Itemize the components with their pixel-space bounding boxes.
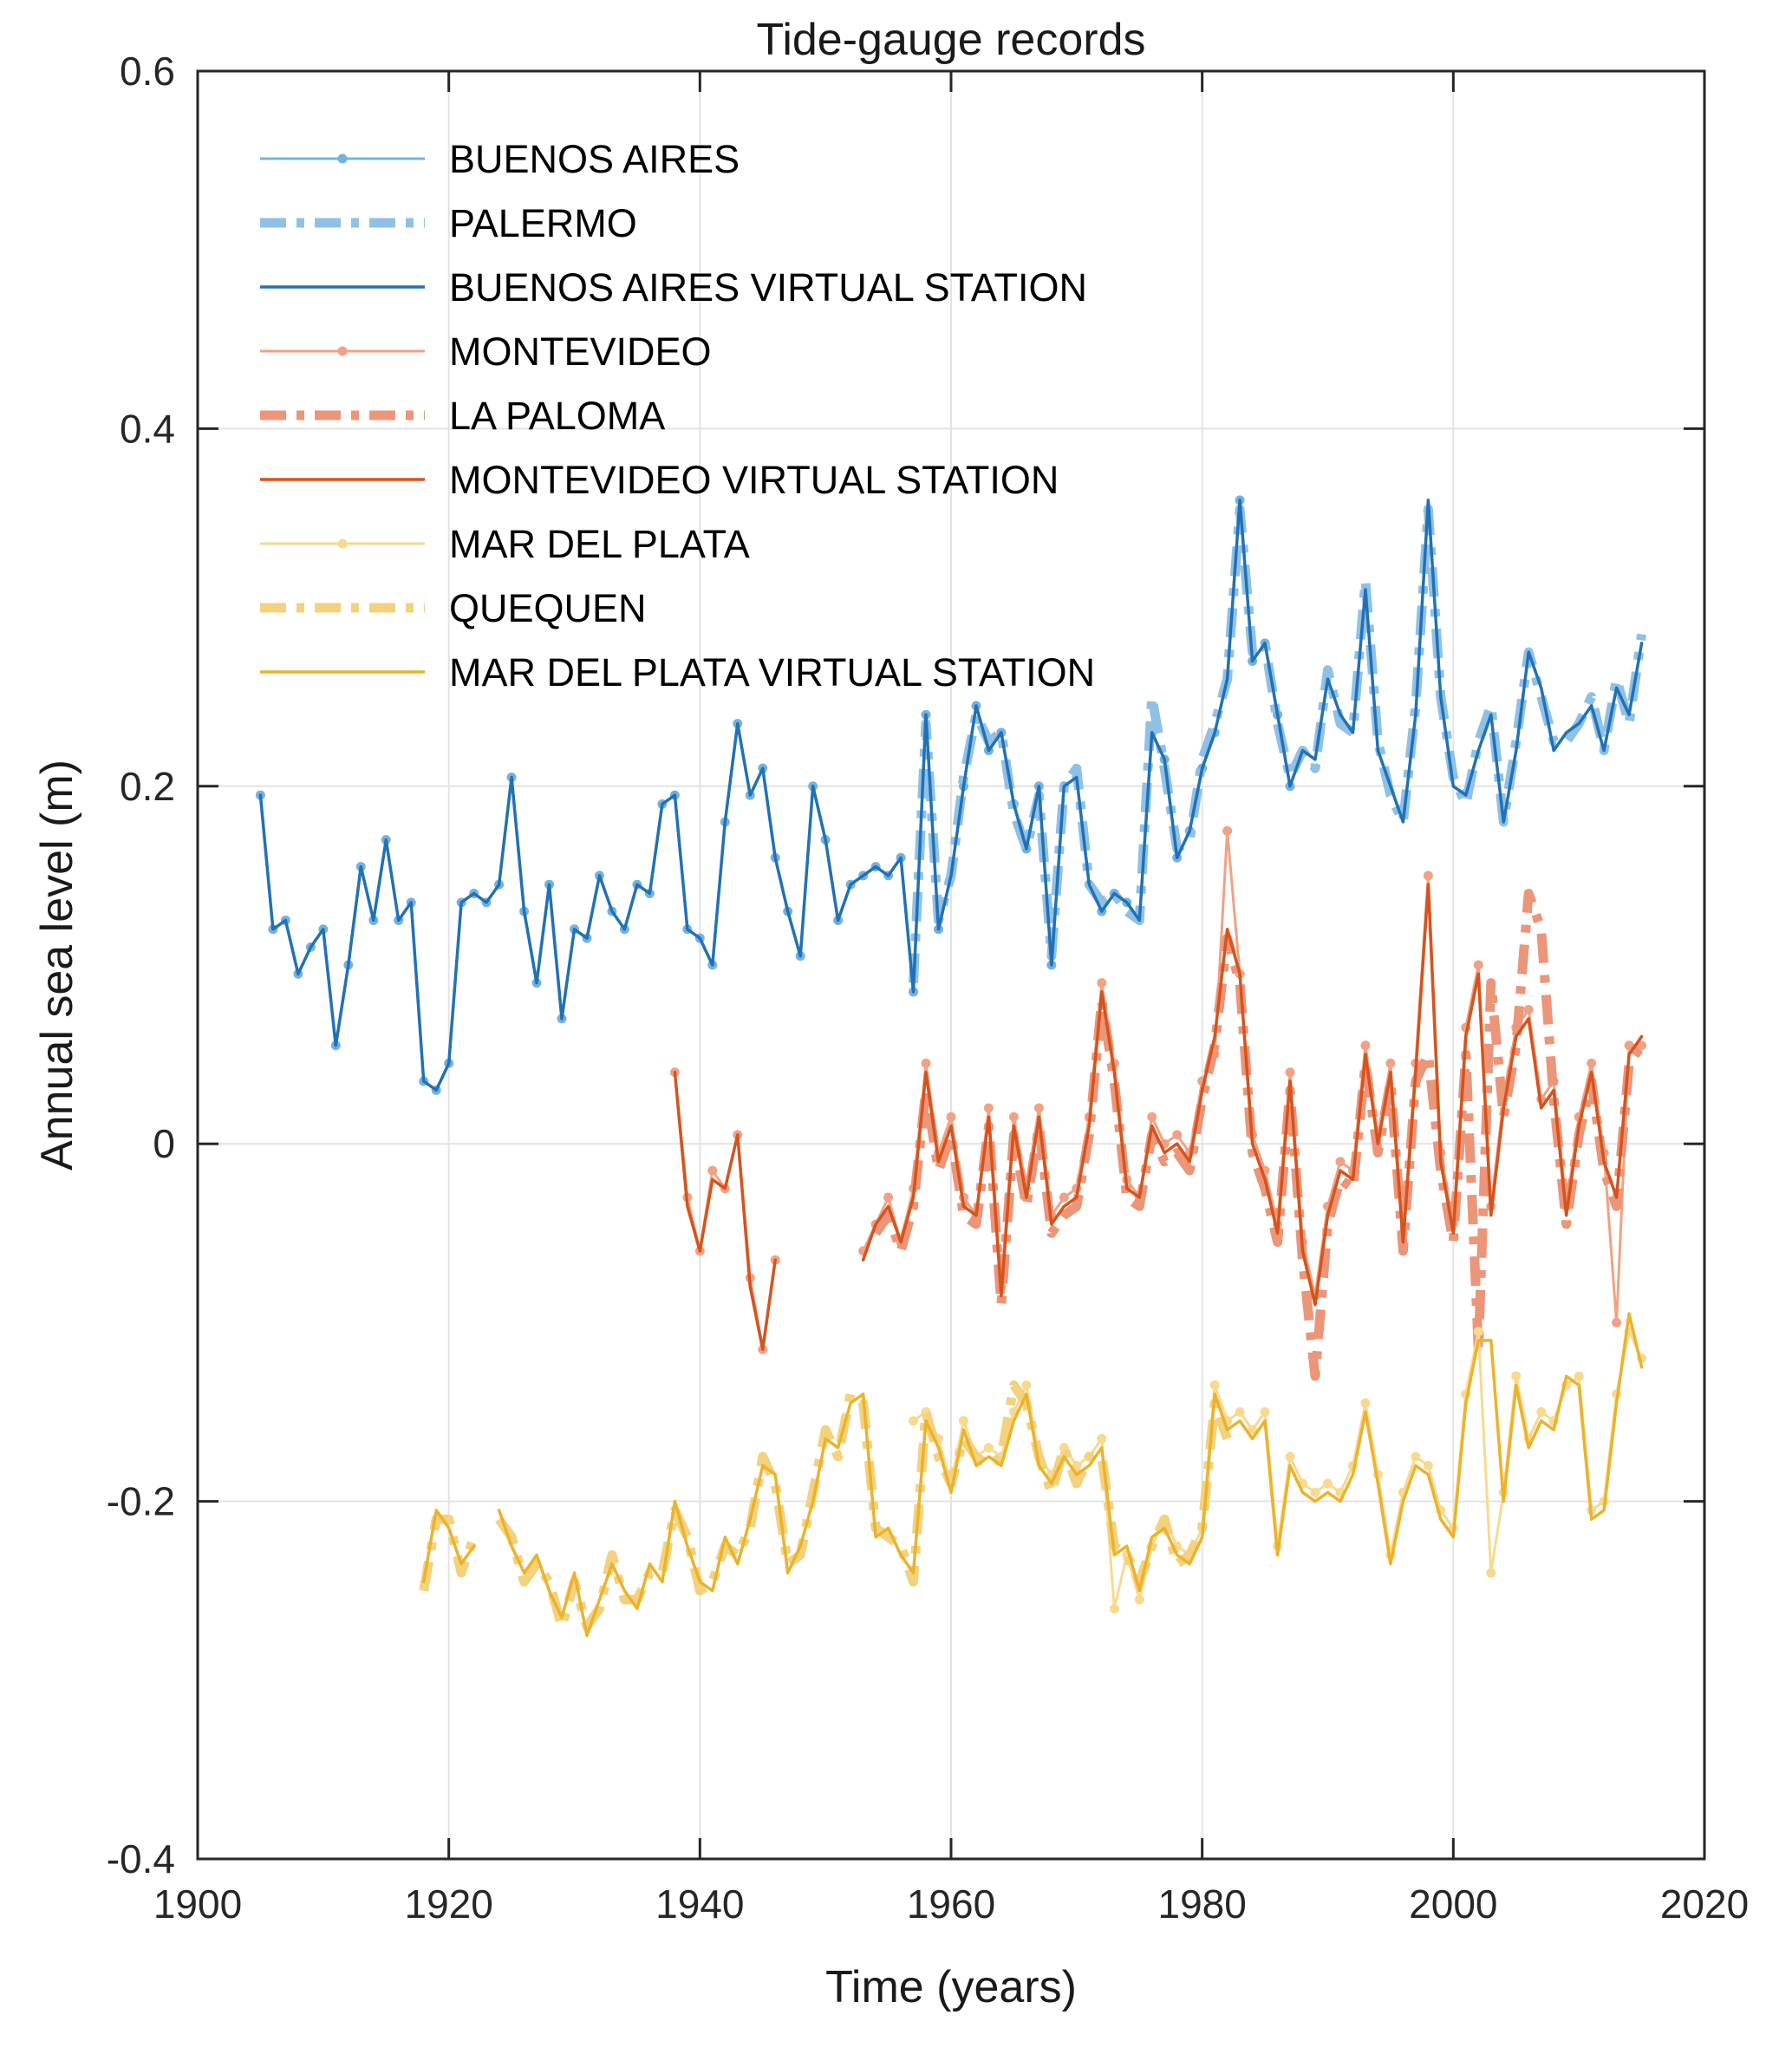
x-axis-label: Time (years) <box>825 1962 1077 2012</box>
legend-label-montevideo-virtual-station: MONTEVIDEO VIRTUAL STATION <box>449 458 1059 502</box>
series-mar-del-plata-virtual-station <box>421 1312 1644 1638</box>
legend-label-montevideo: MONTEVIDEO <box>449 329 712 374</box>
series-montevideo-virtual-station <box>673 883 1644 1352</box>
legend-label-mar-del-plata: MAR DEL PLATA <box>449 522 750 566</box>
legend-item-buenos-aires: BUENOS AIRES <box>260 137 740 181</box>
x-tick-label: 1960 <box>907 1881 995 1927</box>
y-tick-label: -0.4 <box>107 1836 175 1881</box>
montevideo-legend-marker <box>337 346 348 356</box>
legend-label-quequen: QUEQUEN <box>449 586 647 630</box>
series-buenos-aires <box>255 495 1295 1095</box>
legend: BUENOS AIRES PALERMO BUENOS AIRES VIRTUAL … <box>260 137 1095 694</box>
legend-item-la-paloma: LA PALOMA <box>260 394 665 438</box>
legend-item-quequen: QUEQUEN <box>260 586 647 630</box>
y-tick-labels: -0.4 -0.2 0 0.2 0.4 0.6 <box>107 49 175 1881</box>
legend-label-palermo: PALERMO <box>449 201 637 245</box>
buenos-aires-legend-marker <box>337 153 348 164</box>
legend-item-mar-del-plata: MAR DEL PLATA <box>260 522 750 566</box>
legend-item-mar-del-plata-virtual-station: MAR DEL PLATA VIRTUAL STATION <box>260 650 1095 694</box>
series-buenos-aires-virtual-station <box>258 499 1644 1092</box>
legend-label-buenos-aires-virtual-station: BUENOS AIRES VIRTUAL STATION <box>449 265 1087 310</box>
y-tick-label: 0.6 <box>120 49 175 94</box>
legend-label-mar-del-plata-virtual-station: MAR DEL PLATA VIRTUAL STATION <box>449 650 1095 694</box>
x-tick-label: 2020 <box>1660 1881 1749 1927</box>
series-mar-del-plata <box>909 1327 1647 1614</box>
x-tick-label: 2000 <box>1409 1881 1497 1927</box>
x-tick-label: 1920 <box>404 1881 492 1927</box>
y-axis-label: Annual sea level (m) <box>32 760 82 1170</box>
y-tick-label: -0.2 <box>107 1479 175 1524</box>
x-tick-label: 1900 <box>153 1881 242 1927</box>
series-quequen <box>419 1380 1232 1632</box>
chart-title: Tide-gauge records <box>756 15 1146 65</box>
x-tick-label: 1940 <box>655 1881 744 1927</box>
legend-item-montevideo: MONTEVIDEO <box>260 329 712 374</box>
legend-item-buenos-aires-virtual-station: BUENOS AIRES VIRTUAL STATION <box>260 265 1087 310</box>
y-tick-label: 0 <box>153 1121 175 1166</box>
mar-del-plata-legend-marker <box>337 538 348 549</box>
axis-ticks <box>196 69 1706 1861</box>
x-tick-label: 1980 <box>1157 1881 1246 1927</box>
y-tick-label: 0.4 <box>120 406 175 451</box>
x-tick-labels: 1900 1920 1940 1960 1980 2000 2020 <box>153 1881 1749 1927</box>
legend-label-buenos-aires: BUENOS AIRES <box>449 137 740 181</box>
legend-item-palermo: PALERMO <box>260 201 637 245</box>
legend-label-la-paloma: LA PALOMA <box>449 394 665 438</box>
legend-item-montevideo-virtual-station: MONTEVIDEO VIRTUAL STATION <box>260 458 1059 502</box>
series-palermo <box>909 504 1647 983</box>
y-tick-label: 0.2 <box>120 764 175 809</box>
